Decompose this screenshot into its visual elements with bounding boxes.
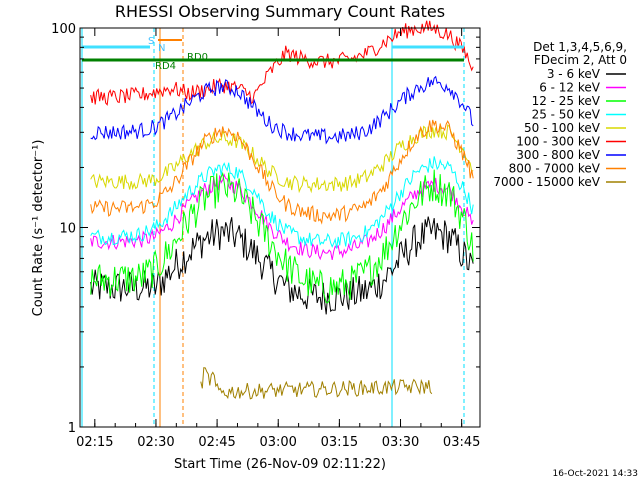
series-line xyxy=(90,123,474,194)
flag-label-rd4: RD4 xyxy=(155,61,176,72)
legend-label-7000-15000-kev: 7000 - 15000 keV xyxy=(493,175,600,189)
y-axis-label: Count Rate (s⁻¹ detector⁻¹) xyxy=(31,140,46,317)
x-axis-label: Start Time (26-Nov-09 02:11:22) xyxy=(174,457,386,472)
y-axis: 1 10 100 xyxy=(51,22,480,436)
legend-label-800-7000-kev: 800 - 7000 keV xyxy=(509,162,601,176)
plot-area: SN RD0 RD4 xyxy=(81,20,474,427)
series-800-7000-kev xyxy=(90,119,474,225)
flag-annotations: SN RD0 RD4 xyxy=(82,36,464,72)
series-line xyxy=(90,20,474,106)
legend-label-6-12-kev: 6 - 12 keV xyxy=(539,81,601,95)
series-6-12-kev xyxy=(90,173,474,261)
flag-label-s: S xyxy=(148,36,154,47)
series-line xyxy=(90,156,474,249)
series-line xyxy=(90,119,474,225)
y-tick-label: 1 xyxy=(68,421,76,436)
generation-timestamp: 16-Oct-2021 14:33 xyxy=(553,469,638,479)
legend: Det 1,3,4,5,6,9,FDecim 2, Att 03 - 6 keV… xyxy=(493,40,627,189)
legend-label-100-300-kev: 100 - 300 keV xyxy=(516,135,600,149)
series-line xyxy=(200,367,433,400)
x-tick-label: 03:45 xyxy=(443,435,480,450)
legend-header-line: FDecim 2, Att 0 xyxy=(534,53,627,67)
legend-label-50-100-kev: 50 - 100 keV xyxy=(524,121,601,135)
x-axis: 02:15 02:30 02:45 03:00 03:15 03:30 03:45 xyxy=(76,28,480,450)
y-tick-label: 10 xyxy=(59,222,76,237)
series-line xyxy=(90,173,474,261)
x-tick-label: 02:15 xyxy=(76,435,113,450)
x-tick-label: 02:45 xyxy=(198,435,235,450)
x-tick-label: 03:30 xyxy=(382,435,419,450)
series-7000-15000-kev xyxy=(200,367,433,400)
y-tick-label: 100 xyxy=(51,22,76,37)
flag-label-rd0: RD0 xyxy=(187,52,208,63)
series-line xyxy=(90,216,474,315)
series-100-300-kev xyxy=(90,20,474,106)
legend-label-300-800-kev: 300 - 800 keV xyxy=(516,148,600,162)
legend-label-25-50-kev: 25 - 50 keV xyxy=(532,108,601,122)
series-25-50-kev xyxy=(90,156,474,249)
series-line xyxy=(90,169,474,304)
series-line xyxy=(90,75,474,145)
legend-label-3-6-kev: 3 - 6 keV xyxy=(547,67,601,81)
x-tick-label: 02:30 xyxy=(137,435,174,450)
legend-header-line: Det 1,3,4,5,6,9, xyxy=(533,40,627,54)
series-3-6-kev xyxy=(90,216,474,315)
legend-label-12-25-kev: 12 - 25 keV xyxy=(532,94,601,108)
series-12-25-kev xyxy=(90,169,474,304)
x-tick-label: 03:00 xyxy=(259,435,296,450)
series-50-100-kev xyxy=(90,123,474,194)
x-tick-label: 03:15 xyxy=(321,435,358,450)
chart-title: RHESSI Observing Summary Count Rates xyxy=(115,2,445,21)
series-300-800-kev xyxy=(90,75,474,145)
flag-label-n: N xyxy=(158,43,165,54)
